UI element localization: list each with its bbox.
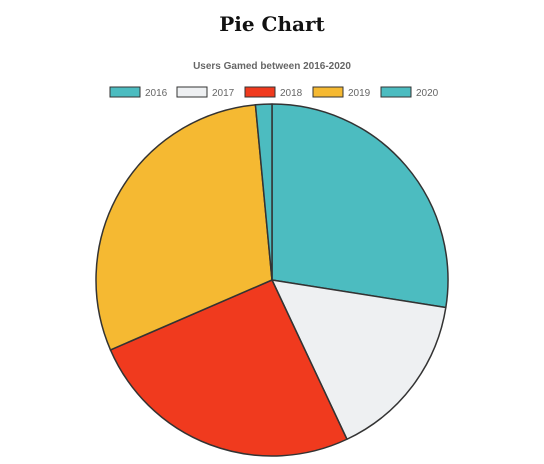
chart-title: Users Gamed between 2016-2020	[193, 61, 351, 72]
legend-swatch-2018[interactable]	[244, 86, 276, 98]
pie-slice-2016[interactable]	[271, 103, 449, 309]
legend-swatch-2016[interactable]	[109, 86, 141, 98]
pie-slice-2018[interactable]	[109, 279, 348, 457]
legend-label-2019[interactable]: 2019	[348, 88, 371, 99]
legend-label-2017[interactable]: 2017	[212, 88, 235, 99]
pie-slices	[95, 103, 449, 457]
legend-swatch-2017[interactable]	[176, 86, 208, 98]
legend-swatch-2020[interactable]	[380, 86, 412, 98]
legend-label-2016[interactable]: 2016	[145, 88, 168, 99]
legend-swatch-2019[interactable]	[312, 86, 344, 98]
chart-legend: 2016 2017 2018 2019 2020	[109, 86, 439, 99]
pie-slice-2020[interactable]	[254, 103, 273, 281]
legend-label-2018[interactable]: 2018	[280, 88, 303, 99]
pie-slice-2017[interactable]	[271, 279, 447, 440]
page-title: Pie Chart	[219, 12, 325, 36]
legend-label-2020[interactable]: 2020	[416, 88, 439, 99]
pie-slice-2019[interactable]	[95, 104, 273, 351]
